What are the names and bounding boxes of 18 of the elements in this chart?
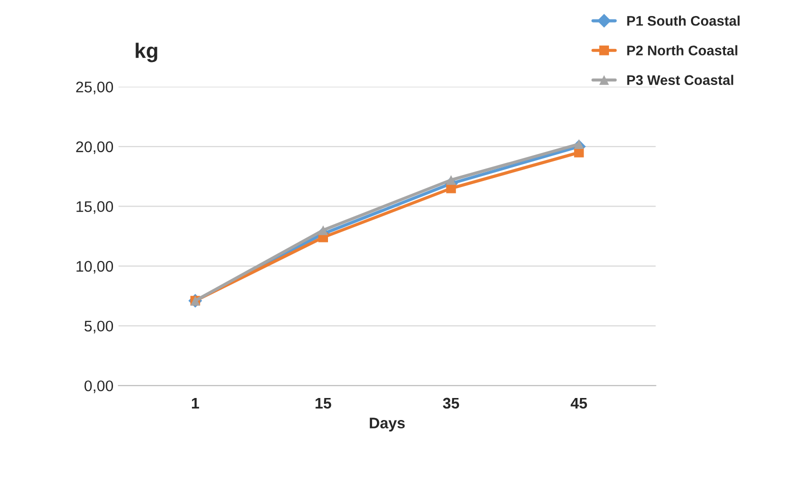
x-tick-label: 15 xyxy=(316,398,332,409)
y-tick-label: 0,00 xyxy=(84,380,114,394)
x-tick-label: 1 xyxy=(192,398,200,408)
legend-label: P2 North Coastal xyxy=(627,45,738,56)
y-tick-label: 25,00 xyxy=(76,82,114,94)
y-tick-label: 20,00 xyxy=(76,141,114,154)
x-tick-label: 45 xyxy=(570,398,588,409)
legend-label: P3 West Coastal xyxy=(627,74,734,86)
legend-label: P1 South Coastal xyxy=(627,16,740,26)
x-axis-title: Days xyxy=(370,418,405,432)
y-tick-label: 5,00 xyxy=(84,320,114,334)
point xyxy=(446,175,456,185)
y-tick-label: 15,00 xyxy=(76,201,114,214)
point xyxy=(574,139,584,149)
point xyxy=(318,225,328,236)
y-axis-title: kg xyxy=(136,42,158,62)
x-tick-label: 35 xyxy=(442,398,460,409)
y-tick-label: 10,00 xyxy=(76,260,114,274)
